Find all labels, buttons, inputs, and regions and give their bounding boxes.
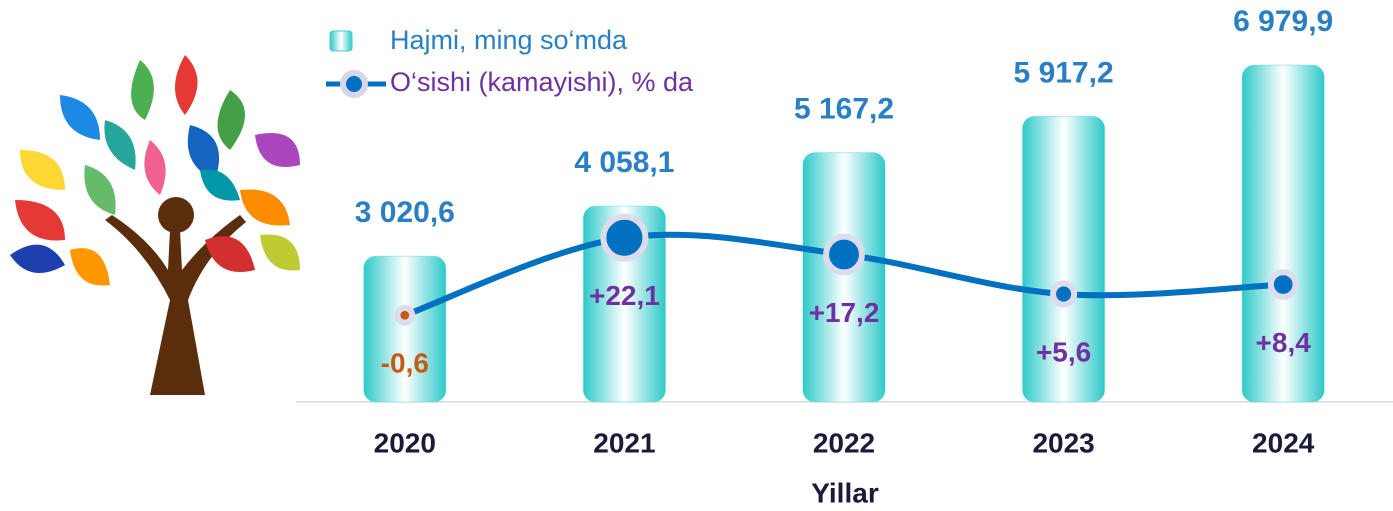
line-value-label: +8,4 xyxy=(1256,327,1312,358)
line-marker xyxy=(1050,280,1078,308)
bar xyxy=(363,255,447,403)
line-value-label: -0,6 xyxy=(381,348,429,379)
line-value-label: +5,6 xyxy=(1036,336,1091,367)
x-tick-label: 2020 xyxy=(374,427,436,458)
x-tick-label: 2023 xyxy=(1032,427,1094,458)
line-marker xyxy=(823,233,865,276)
bar xyxy=(1241,64,1325,403)
tree-illustration xyxy=(10,55,300,395)
legend-label: Hajmi, ming so‘mda xyxy=(390,25,628,55)
line-value-label: +22,1 xyxy=(589,280,660,311)
line-marker xyxy=(1267,269,1299,300)
bar-value-label: 6 979,9 xyxy=(1233,5,1333,38)
line-value-label: +17,2 xyxy=(809,297,880,328)
bar-value-label: 5 917,2 xyxy=(1014,56,1114,89)
x-tick-label: 2021 xyxy=(593,427,655,458)
line-marker xyxy=(600,213,649,262)
legend-label: O‘sishi (kamayishi), % da xyxy=(390,67,694,97)
legend-swatch-marker xyxy=(340,70,368,98)
bar-value-label: 3 020,6 xyxy=(355,196,455,229)
bar xyxy=(1022,115,1106,403)
line-marker xyxy=(394,304,416,326)
legend-swatch-bar xyxy=(329,30,353,52)
bar-value-label: 5 167,2 xyxy=(794,93,894,126)
bar xyxy=(582,205,666,403)
bar xyxy=(802,152,886,403)
x-tick-label: 2024 xyxy=(1252,427,1315,458)
x-axis-label: Yillar xyxy=(811,477,879,508)
x-tick-label: 2022 xyxy=(813,427,875,458)
bar-value-label: 4 058,1 xyxy=(574,146,674,179)
